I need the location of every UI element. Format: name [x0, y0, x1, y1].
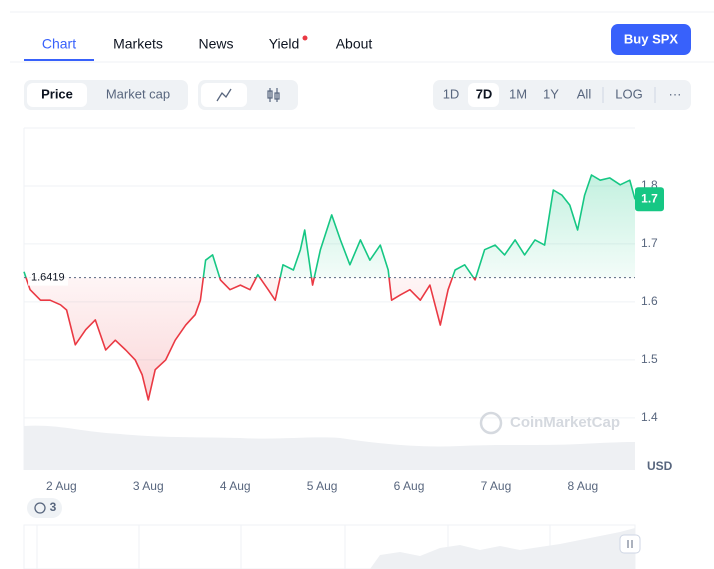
range-button[interactable]: 7D [476, 86, 493, 101]
tab[interactable]: Markets [113, 36, 163, 52]
baseline-label: 1.6419 [31, 272, 65, 284]
y-tick-label: 1.6 [641, 294, 658, 308]
range-button[interactable]: ··· [669, 86, 682, 101]
range-active [468, 83, 499, 107]
toggle-label[interactable]: Market cap [106, 86, 170, 101]
line-icon [216, 88, 232, 102]
tab[interactable]: Yield [269, 36, 300, 52]
badge-count: 3 [50, 500, 57, 514]
x-tick-label: 3 Aug [133, 479, 164, 493]
range-button[interactable]: 1Y [543, 86, 559, 101]
buy-button[interactable] [611, 24, 691, 55]
notification-dot [302, 35, 308, 41]
range-button[interactable]: All [577, 86, 592, 101]
tab[interactable]: Chart [42, 36, 76, 52]
tabs: Chart Markets News Yield About [42, 35, 373, 52]
tab[interactable]: News [198, 36, 233, 52]
y-unit: USD [647, 459, 673, 473]
range-button[interactable]: LOG [615, 86, 642, 101]
minimap-handle[interactable] [619, 534, 641, 554]
tab[interactable]: About [336, 36, 373, 52]
price-tag-bg [635, 187, 664, 212]
range-button[interactable]: 1M [509, 86, 527, 101]
clock-icon [34, 502, 46, 514]
price-tag: 1.7 [641, 191, 658, 205]
active-underline [24, 59, 94, 61]
price-area [24, 175, 635, 400]
x-tick-label: 4 Aug [220, 479, 251, 493]
y-tick-label: 1.7 [641, 236, 658, 250]
price-line [23, 174, 636, 401]
toggle-label: Price [41, 86, 73, 101]
baseline-label-bg [28, 269, 68, 286]
x-tick-label: 6 Aug [394, 479, 425, 493]
x-tick-label: 8 Aug [568, 479, 599, 493]
range-button[interactable]: 1D [443, 86, 460, 101]
watermark: CoinMarketCap [510, 414, 620, 431]
x-tick-label: 2 Aug [46, 479, 77, 493]
y-tick-label: 1.5 [641, 352, 658, 366]
candle-icon[interactable] [267, 88, 280, 102]
toggle-active[interactable] [27, 83, 87, 107]
range-buttons: 1D 7D 1M 1Y All LOG ··· [443, 86, 682, 103]
minimap-area [370, 528, 635, 569]
volume-area [24, 425, 635, 470]
x-tick-label: 7 Aug [481, 479, 512, 493]
watermark-logo [479, 411, 503, 435]
buy-button-label: Buy SPX [624, 31, 679, 46]
y-tick-label: 1.4 [641, 410, 658, 424]
x-tick-label: 5 Aug [307, 479, 338, 493]
